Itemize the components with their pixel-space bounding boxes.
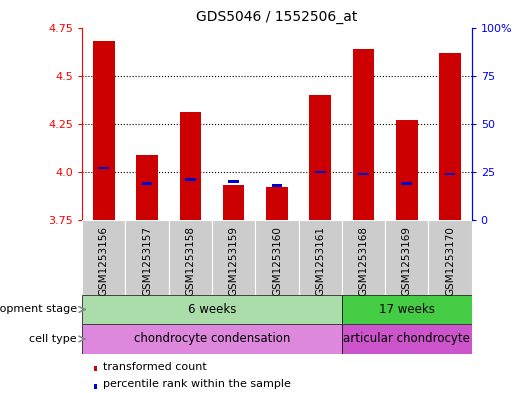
Bar: [126, 220, 169, 295]
Bar: [169, 220, 212, 295]
Bar: [352, 49, 374, 220]
Bar: [82, 324, 342, 354]
Text: GSM1253160: GSM1253160: [272, 226, 282, 296]
Bar: [99, 167, 109, 169]
Bar: [93, 41, 114, 220]
Text: development stage: development stage: [0, 305, 77, 314]
Text: GSM1253159: GSM1253159: [228, 226, 239, 296]
Bar: [342, 295, 472, 324]
Bar: [136, 154, 158, 220]
Bar: [94, 366, 98, 371]
Text: 6 weeks: 6 weeks: [188, 303, 236, 316]
Text: GSM1253170: GSM1253170: [445, 226, 455, 296]
Bar: [342, 324, 472, 354]
Bar: [185, 178, 196, 181]
Text: articular chondrocyte: articular chondrocyte: [343, 332, 470, 345]
Bar: [266, 187, 288, 220]
Text: percentile rank within the sample: percentile rank within the sample: [103, 379, 291, 389]
Title: GDS5046 / 1552506_at: GDS5046 / 1552506_at: [196, 10, 358, 24]
Bar: [428, 220, 472, 295]
Text: GSM1253157: GSM1253157: [142, 226, 152, 296]
Text: chondrocyte condensation: chondrocyte condensation: [134, 332, 290, 345]
Text: 17 weeks: 17 weeks: [379, 303, 435, 316]
Bar: [310, 95, 331, 220]
Bar: [223, 185, 244, 220]
Text: GSM1253161: GSM1253161: [315, 226, 325, 296]
Bar: [401, 182, 412, 185]
Bar: [358, 173, 369, 175]
Bar: [94, 384, 98, 389]
Bar: [439, 53, 461, 220]
Text: GSM1253168: GSM1253168: [358, 226, 368, 296]
Bar: [298, 220, 342, 295]
Bar: [385, 220, 428, 295]
Bar: [142, 182, 153, 185]
Bar: [396, 120, 418, 220]
Bar: [445, 173, 455, 175]
Bar: [82, 220, 126, 295]
Bar: [82, 295, 342, 324]
Bar: [342, 220, 385, 295]
Text: GSM1253169: GSM1253169: [402, 226, 412, 296]
Bar: [180, 112, 201, 220]
Bar: [255, 220, 298, 295]
Bar: [271, 184, 282, 187]
Bar: [315, 171, 325, 173]
Text: GSM1253158: GSM1253158: [186, 226, 196, 296]
Text: GSM1253156: GSM1253156: [99, 226, 109, 296]
Bar: [212, 220, 255, 295]
Bar: [228, 180, 239, 183]
Text: transformed count: transformed count: [103, 362, 207, 373]
Text: cell type: cell type: [29, 334, 77, 344]
